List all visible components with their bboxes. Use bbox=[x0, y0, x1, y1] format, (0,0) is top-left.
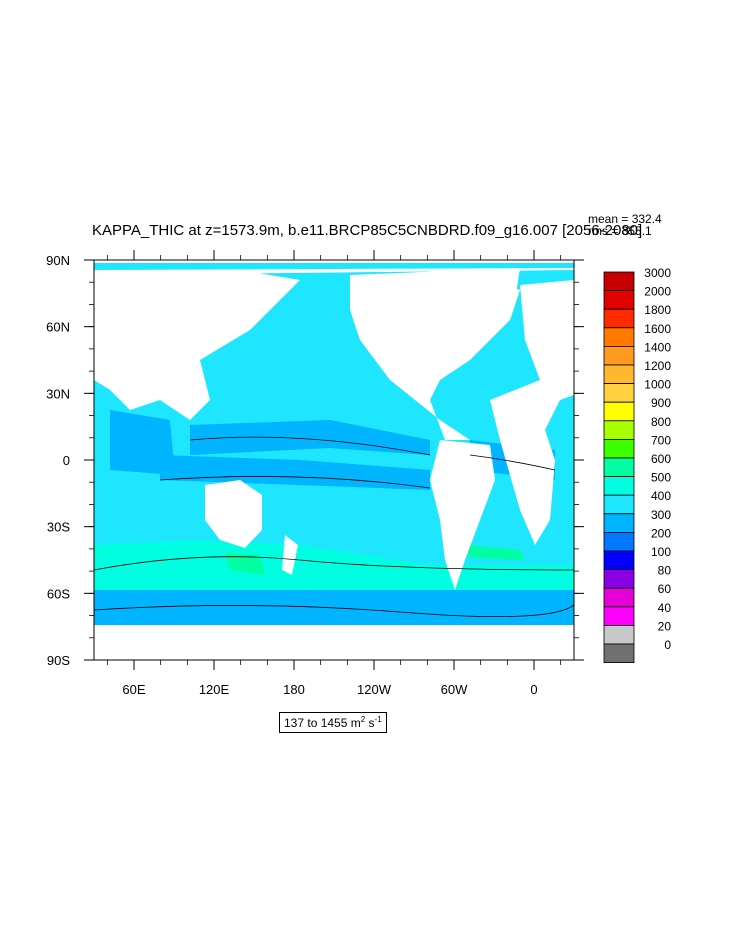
lat-label: 0 bbox=[63, 453, 70, 468]
legend-label: 800 bbox=[651, 415, 671, 429]
legend-label: 1000 bbox=[644, 378, 671, 392]
legend-label: 3000 bbox=[644, 266, 671, 280]
legend-swatch bbox=[603, 327, 635, 347]
range-mid: s bbox=[365, 716, 375, 730]
land-south-america bbox=[430, 440, 495, 590]
ocean-band-pacific-north bbox=[190, 420, 430, 455]
legend-swatch bbox=[603, 532, 635, 552]
legend-swatch bbox=[603, 383, 635, 403]
contour-line-5 bbox=[469, 454, 556, 471]
ocean-band-pacific-equator bbox=[160, 455, 430, 490]
stats-rms: rms = 355.1 bbox=[588, 224, 652, 238]
legend-swatch bbox=[603, 625, 635, 645]
legend-swatch bbox=[603, 643, 635, 664]
legend-swatch bbox=[603, 494, 635, 515]
contour-line-3 bbox=[189, 436, 431, 456]
lon-label: 60E bbox=[122, 682, 145, 697]
legend-swatch bbox=[603, 308, 635, 329]
legend-swatch bbox=[603, 345, 635, 366]
legend-swatch bbox=[603, 401, 635, 422]
legend-label: 1200 bbox=[644, 359, 671, 373]
axis-ticks bbox=[84, 250, 584, 670]
range-exp2: -1 bbox=[374, 715, 382, 724]
stats-block: mean = 332.4 rms = 355.1 bbox=[588, 213, 662, 237]
legend-swatch bbox=[603, 457, 635, 478]
legend-label: 1600 bbox=[644, 322, 671, 336]
lon-label: 0 bbox=[530, 682, 537, 697]
legend-swatch bbox=[603, 569, 635, 589]
contour-line-1 bbox=[94, 556, 574, 571]
legend-label: 700 bbox=[651, 433, 671, 447]
land-arctic bbox=[94, 260, 574, 263]
legend-label: 80 bbox=[658, 564, 672, 578]
legend-label: 400 bbox=[651, 489, 671, 503]
legend-label: 900 bbox=[651, 396, 671, 410]
contour-line-2 bbox=[94, 604, 574, 618]
range-label: 137 to 1455 m2 s-1 bbox=[279, 712, 387, 733]
legend-swatch bbox=[603, 550, 635, 571]
legend-label: 1400 bbox=[644, 340, 671, 354]
legend-label: 40 bbox=[658, 601, 672, 615]
lat-label: 90N bbox=[46, 253, 70, 268]
legend-label: 1800 bbox=[644, 303, 671, 317]
legend-label: 0 bbox=[664, 638, 671, 652]
lat-labels: 90N 60N 30N 0 30S 60S 90S bbox=[46, 253, 70, 668]
legend-swatch bbox=[603, 606, 635, 626]
ocean-band-indian bbox=[110, 410, 175, 475]
legend-swatch bbox=[603, 513, 635, 533]
legend-swatch bbox=[603, 476, 635, 496]
land-europe-africa bbox=[490, 280, 574, 545]
lon-label: 60W bbox=[441, 682, 468, 697]
land-greenland bbox=[430, 268, 520, 315]
lat-label: 90S bbox=[47, 653, 70, 668]
legend-swatch bbox=[603, 438, 635, 459]
contour-line-4 bbox=[159, 476, 431, 489]
land-australia bbox=[205, 480, 262, 548]
legend-swatch bbox=[603, 290, 635, 310]
lat-label: 60N bbox=[46, 320, 70, 335]
land-antarctica bbox=[94, 625, 574, 660]
lon-label: 120E bbox=[199, 682, 230, 697]
lat-label: 60S bbox=[47, 586, 70, 601]
lat-label: 30N bbox=[46, 386, 70, 401]
legend-label: 60 bbox=[658, 582, 672, 596]
legend-label: 600 bbox=[651, 452, 671, 466]
ocean-band-southern-high-2 bbox=[465, 545, 525, 560]
legend-label: 100 bbox=[651, 545, 671, 559]
range-exp1: 2 bbox=[360, 715, 366, 724]
legend-label: 2000 bbox=[644, 285, 671, 299]
legend-swatch bbox=[603, 364, 635, 385]
stats-mean: mean = 332.4 bbox=[588, 212, 662, 226]
plot-title: KAPPA_THIC at z=1573.9m, b.e11.BRCP85C5C… bbox=[92, 222, 643, 239]
range-prefix: 137 to 1455 m bbox=[284, 716, 361, 730]
ocean-band-southern-high-1 bbox=[225, 553, 265, 575]
lat-label: 30S bbox=[47, 520, 70, 535]
lon-labels: 60E 120E 180 120W 60W 0 bbox=[122, 682, 537, 697]
legend-swatch bbox=[603, 420, 635, 440]
legend-swatch bbox=[603, 271, 635, 292]
land-asia bbox=[94, 270, 300, 420]
legend-label: 300 bbox=[651, 508, 671, 522]
legend-label: 20 bbox=[658, 619, 672, 633]
legend-label: 200 bbox=[651, 526, 671, 540]
lon-label: 180 bbox=[283, 682, 305, 697]
legend-swatch bbox=[603, 587, 635, 608]
legend-label: 500 bbox=[651, 471, 671, 485]
land-new-zealand bbox=[282, 535, 298, 575]
lon-label: 120W bbox=[357, 682, 392, 697]
